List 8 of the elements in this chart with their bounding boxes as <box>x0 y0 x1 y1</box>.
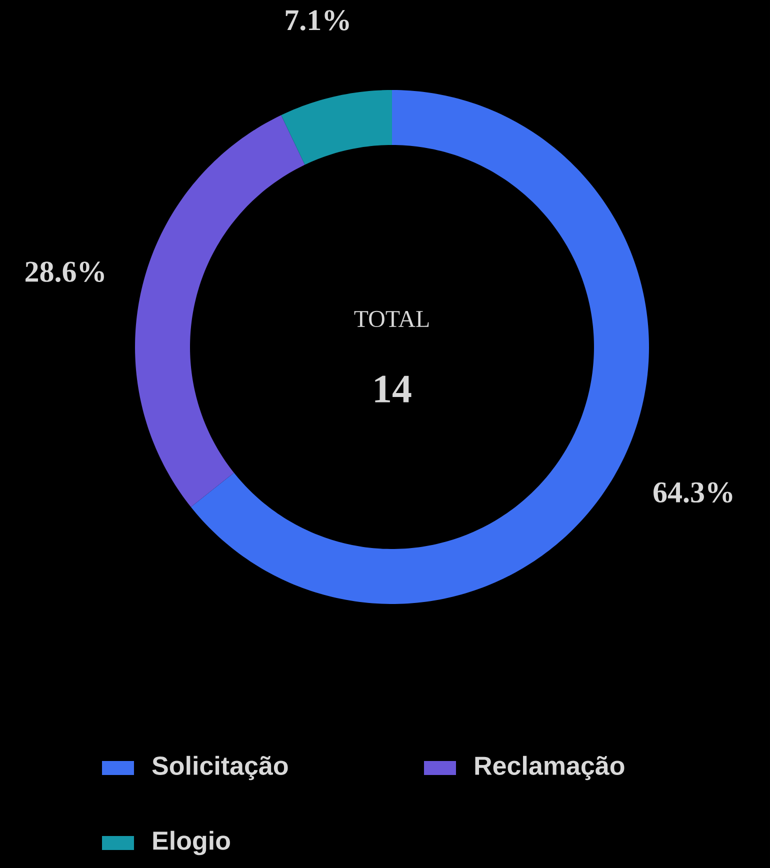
text: TOTAL <box>354 310 429 328</box>
data-label: 64.3% <box>654 482 732 503</box>
data-label: 28.6% <box>26 262 104 282</box>
legend-label: Reclamação <box>475 756 624 780</box>
legend-label: Elogio <box>153 830 230 856</box>
data-label: 7.1% <box>286 10 349 30</box>
legend-label: Solicitação <box>152 756 288 780</box>
text: 14 <box>375 376 412 402</box>
